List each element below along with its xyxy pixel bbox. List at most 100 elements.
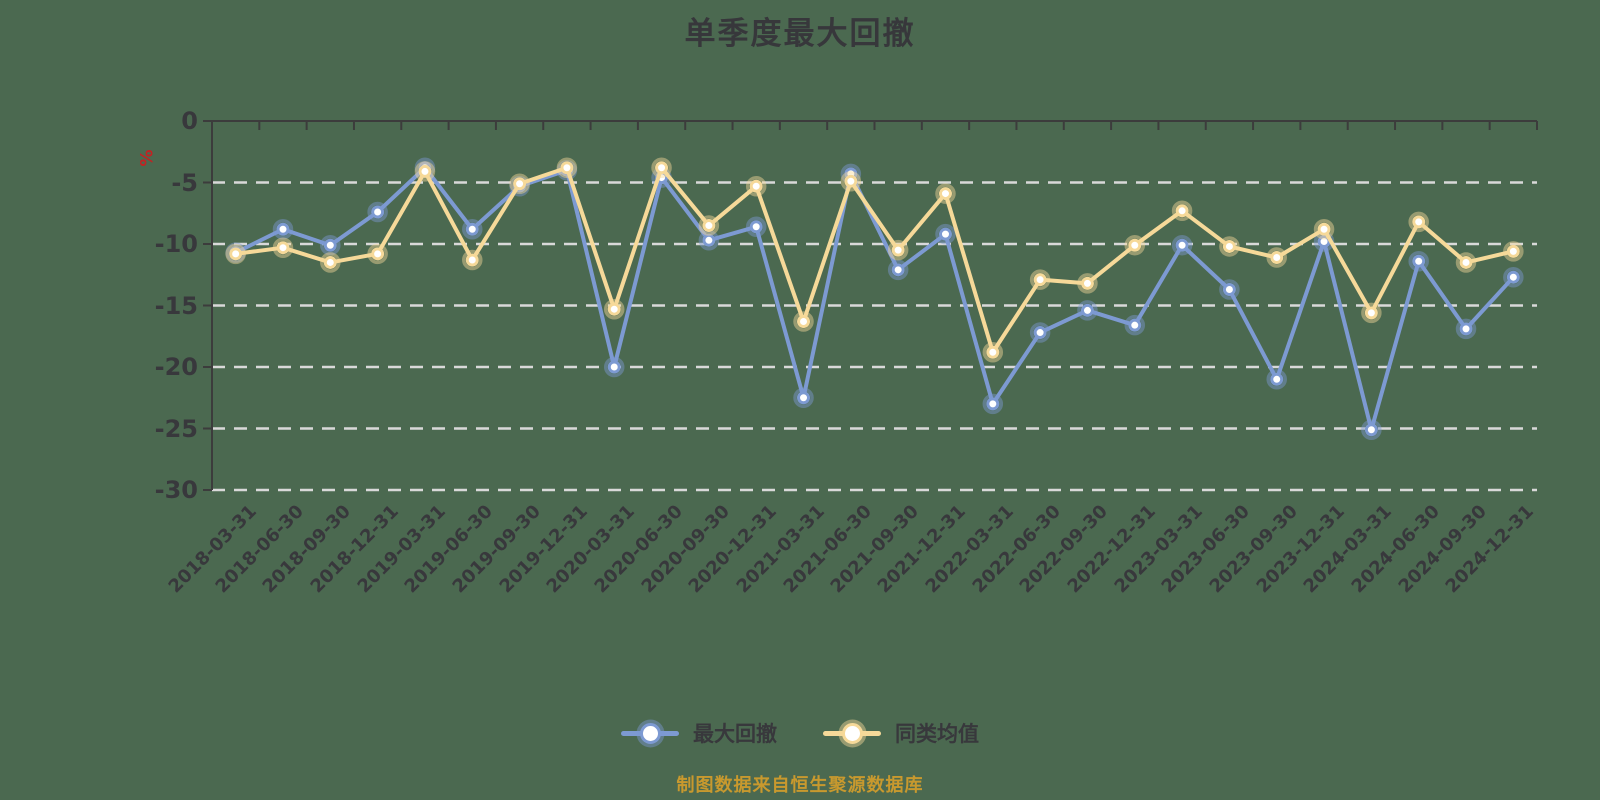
legend: 最大回撤 同类均值 [0, 718, 1600, 748]
data-point-category-average[interactable] [560, 161, 574, 175]
data-point-halo [367, 201, 388, 223]
data-point-category-average[interactable] [1459, 255, 1473, 269]
data-point-halo [887, 259, 909, 281]
data-point-halo [603, 356, 625, 378]
data-point-halo [509, 173, 530, 194]
data-point-halo [840, 171, 862, 192]
data-point-max-drawdown[interactable] [1222, 283, 1236, 297]
data-point-max-drawdown[interactable] [938, 227, 952, 241]
data-point-halo [1266, 247, 1287, 268]
data-point-max-drawdown[interactable] [371, 205, 385, 219]
data-point-halo [935, 183, 956, 204]
data-point-halo [225, 243, 246, 265]
data-point-category-average[interactable] [986, 345, 1000, 359]
data-point-halo [982, 393, 1004, 415]
data-point-halo [935, 223, 956, 245]
data-point-category-average[interactable] [749, 179, 763, 193]
data-point-category-average[interactable] [513, 177, 527, 191]
data-point-halo [367, 243, 388, 265]
data-point-max-drawdown[interactable] [749, 220, 763, 234]
y-axis-label: -15 [154, 291, 198, 320]
legend-label: 最大回撤 [693, 722, 777, 746]
data-point-halo [1266, 369, 1287, 390]
data-point-category-average[interactable] [1364, 306, 1378, 320]
data-point-category-average[interactable] [1080, 276, 1094, 290]
line-marker-icon [823, 721, 881, 745]
data-point-category-average[interactable] [229, 247, 243, 261]
data-point-category-average[interactable] [1222, 239, 1236, 253]
data-point-max-drawdown[interactable] [702, 233, 716, 247]
legend-label: 同类均值 [895, 722, 979, 746]
data-point-halo [793, 311, 814, 332]
data-point-category-average[interactable] [276, 241, 290, 255]
data-point-halo [745, 175, 767, 197]
data-point-category-average[interactable] [891, 243, 905, 257]
data-point-max-drawdown[interactable] [1080, 303, 1094, 317]
data-point-max-drawdown[interactable] [1364, 423, 1378, 437]
data-point-halo [1361, 302, 1382, 324]
data-point-max-drawdown[interactable] [607, 360, 621, 374]
data-point-category-average[interactable] [1412, 215, 1426, 229]
y-axis-label: -5 [171, 168, 198, 197]
data-point-category-average[interactable] [938, 187, 952, 201]
data-point-category-average[interactable] [1175, 204, 1189, 218]
data-point-halo [462, 249, 483, 271]
data-point-category-average[interactable] [1033, 273, 1047, 287]
data-point-halo [1408, 211, 1429, 233]
data-point-category-average[interactable] [1506, 244, 1520, 258]
data-point-category-average[interactable] [797, 314, 811, 328]
data-point-halo [1029, 322, 1051, 343]
data-point-max-drawdown[interactable] [1270, 372, 1284, 386]
data-point-max-drawdown[interactable] [1128, 318, 1142, 332]
data-point-category-average[interactable] [1128, 238, 1142, 252]
data-point-max-drawdown[interactable] [323, 238, 337, 252]
data-point-halo [887, 239, 909, 261]
data-point-halo [1455, 252, 1477, 273]
legend-item-max-drawdown[interactable]: 最大回撤 [621, 718, 777, 748]
data-point-category-average[interactable] [1270, 251, 1284, 265]
data-point-halo [603, 298, 625, 320]
data-point-halo [1455, 318, 1477, 340]
data-point-category-average[interactable] [655, 161, 669, 175]
data-point-halo [414, 161, 436, 182]
data-point-max-drawdown[interactable] [891, 263, 905, 277]
data-point-max-drawdown[interactable] [276, 222, 290, 236]
y-axis-label: -10 [154, 230, 198, 258]
y-axis-label: -30 [154, 476, 198, 504]
legend-item-category-average[interactable]: 同类均值 [823, 718, 979, 748]
data-point-max-drawdown[interactable] [465, 222, 479, 236]
data-point-halo [320, 234, 341, 256]
data-point-category-average[interactable] [418, 164, 432, 178]
data-point-category-average[interactable] [844, 174, 858, 188]
data-point-halo [1171, 200, 1193, 222]
data-point-max-drawdown[interactable] [986, 397, 1000, 411]
data-point-halo [1029, 269, 1051, 290]
data-point-halo [1171, 234, 1193, 256]
y-axis-label: -20 [154, 353, 198, 381]
data-point-halo [1503, 241, 1524, 262]
data-point-category-average[interactable] [607, 302, 621, 316]
y-axis-label: 0 [181, 107, 198, 135]
data-point-category-average[interactable] [465, 253, 479, 267]
data-point-category-average[interactable] [702, 219, 716, 233]
data-point-max-drawdown[interactable] [797, 391, 811, 405]
data-point-halo [1077, 300, 1098, 321]
data-point-category-average[interactable] [323, 255, 337, 269]
data-point-halo [1219, 279, 1240, 300]
data-point-max-drawdown[interactable] [1506, 270, 1520, 284]
series-line-max-drawdown [233, 165, 1516, 432]
data-point-max-drawdown[interactable] [1033, 326, 1047, 340]
data-point-halo [1361, 419, 1382, 440]
data-point-halo [1124, 234, 1146, 256]
data-point-category-average[interactable] [1317, 222, 1331, 236]
data-point-halo [1503, 266, 1524, 288]
data-point-halo [745, 216, 767, 238]
data-point-max-drawdown[interactable] [1175, 238, 1189, 252]
data-point-halo [651, 157, 672, 178]
data-point-max-drawdown[interactable] [1412, 254, 1426, 268]
series-line-category-average [233, 165, 1516, 355]
data-point-category-average[interactable] [371, 247, 385, 261]
data-point-halo [1219, 236, 1240, 257]
data-point-max-drawdown[interactable] [1459, 322, 1473, 336]
data-point-halo [1313, 218, 1335, 240]
